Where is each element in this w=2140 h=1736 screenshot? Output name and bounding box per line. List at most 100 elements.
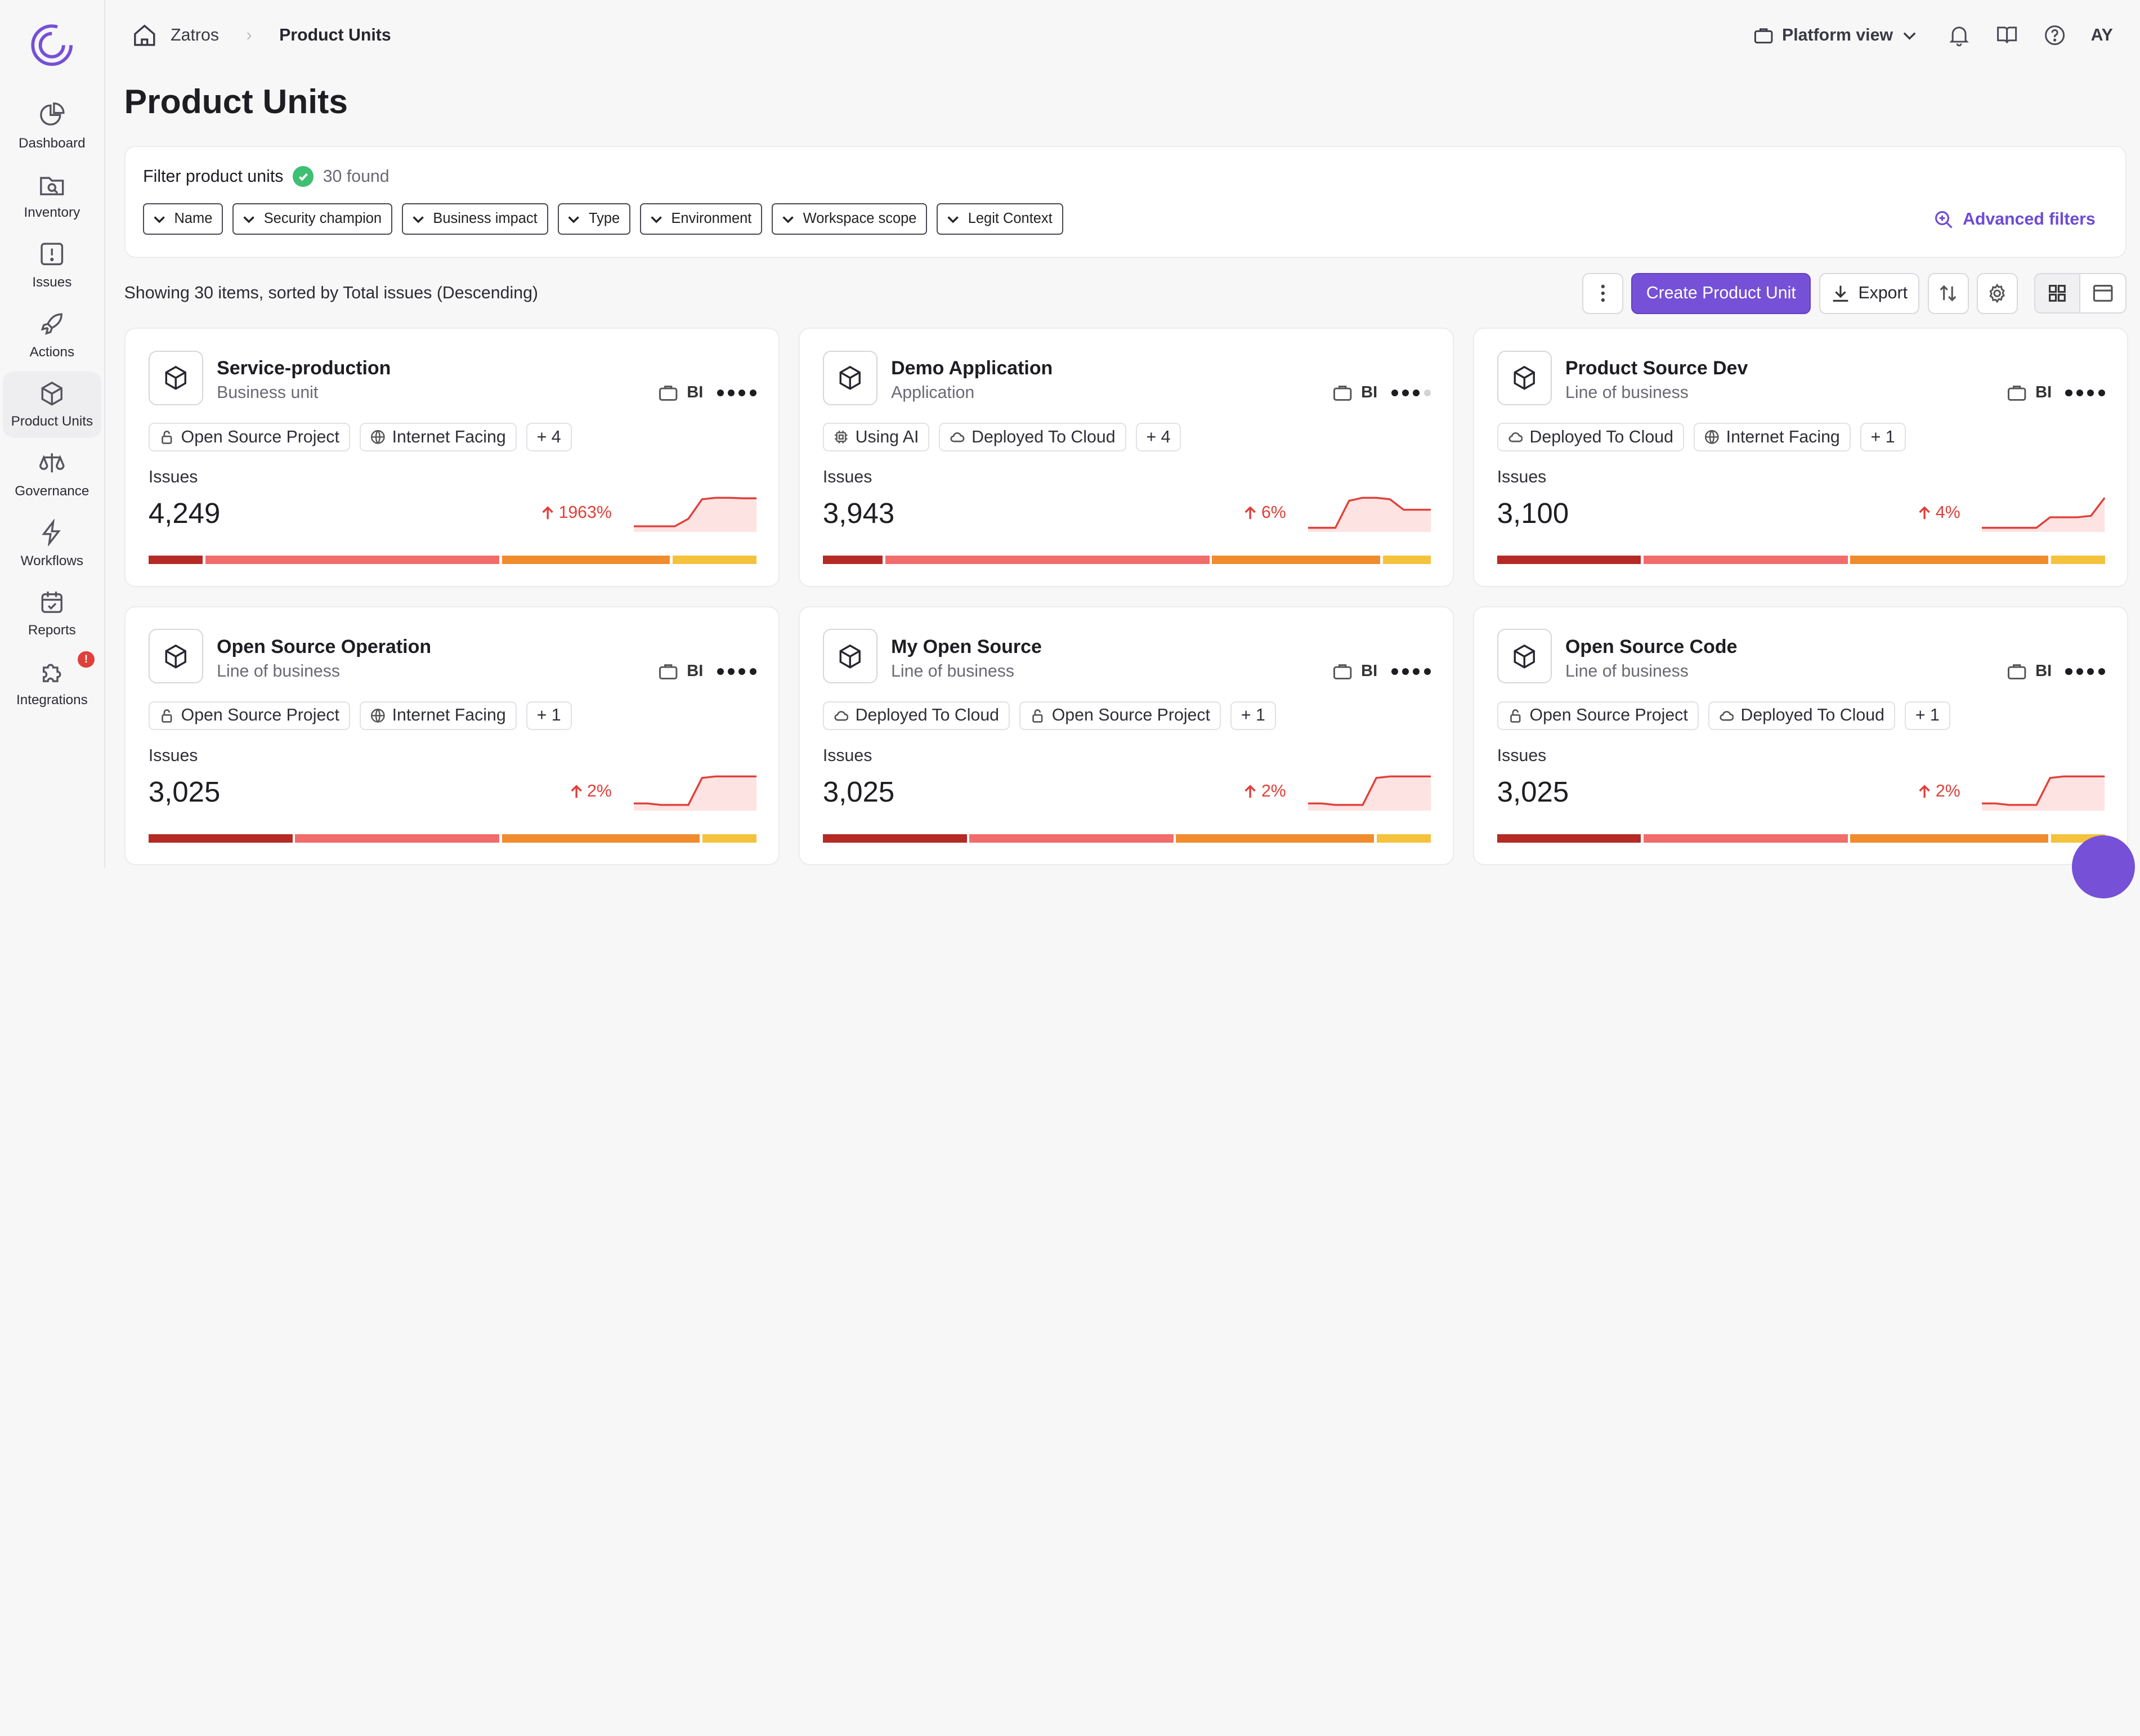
tag-chip[interactable]: Open Source Project — [148, 701, 350, 730]
list-view-button[interactable] — [2080, 274, 2126, 313]
sidebar-item-governance[interactable]: Governance — [3, 441, 101, 508]
sidebar-item-actions[interactable]: Actions — [3, 302, 101, 369]
product-unit-card[interactable]: Product Source Dev Line of business BI D… — [1472, 328, 2128, 587]
bi-dot — [2087, 668, 2094, 675]
sort-button[interactable] — [1927, 273, 1969, 314]
app-logo-icon[interactable] — [29, 22, 75, 68]
bi-level-dots — [2065, 668, 2105, 675]
issues-trend: 2% — [1243, 782, 1286, 801]
create-product-unit-button[interactable]: Create Product Unit — [1631, 273, 1811, 314]
filter-chip-label: Type — [588, 211, 620, 227]
sidebar-item-inventory[interactable]: Inventory — [3, 163, 101, 230]
more-tags-chip[interactable]: + 4 — [526, 423, 572, 452]
bi-level-dots — [717, 668, 756, 675]
card-tags: Deployed To Cloud Open Source Project + 1 — [822, 701, 1431, 730]
card-name[interactable]: Demo Application — [891, 357, 1053, 379]
cloud-icon — [950, 429, 965, 445]
filter-chip-security-champion[interactable]: Security champion — [232, 203, 393, 235]
more-tags-chip[interactable]: + 1 — [526, 701, 572, 730]
tag-chip[interactable]: Open Source Project — [1497, 701, 1699, 730]
severity-critical-segment — [822, 834, 967, 843]
filter-header: Filter product units 30 found — [143, 166, 2107, 187]
filter-chip-label: Workspace scope — [803, 211, 917, 227]
more-tags-chip[interactable]: + 1 — [1904, 701, 1950, 730]
platform-view-selector[interactable]: Platform view — [1753, 25, 1918, 46]
calendar-check-icon — [41, 591, 63, 613]
more-options-button[interactable] — [1582, 273, 1623, 314]
help-icon[interactable] — [2043, 24, 2066, 47]
bi-dot — [749, 668, 756, 675]
issues-row: 4,249 1963% — [149, 493, 756, 534]
tag-chip[interactable]: Internet Facing — [359, 701, 517, 730]
tag-chip[interactable]: Deployed To Cloud — [1708, 701, 1895, 730]
severity-low-segment — [1382, 556, 1431, 564]
tag-chip[interactable]: Open Source Project — [148, 423, 350, 452]
card-name[interactable]: Open Source Operation — [217, 636, 432, 657]
sidebar-item-dashboard[interactable]: Dashboard — [3, 93, 101, 160]
tag-chip[interactable]: Internet Facing — [1693, 423, 1851, 452]
more-tags-chip[interactable]: + 4 — [1135, 423, 1181, 452]
breadcrumb-home[interactable]: Zatros — [171, 26, 219, 45]
avatar[interactable]: AY — [2090, 26, 2113, 45]
bi-level-dots — [1391, 389, 1431, 397]
card-title-group: Demo Application Application — [891, 351, 1053, 402]
sidebar-item-integrations[interactable]: Integrations ! — [3, 650, 101, 717]
filter-chip-legit-context[interactable]: Legit Context — [937, 203, 1063, 235]
severity-critical-segment — [148, 834, 293, 843]
bi-label: BI — [1361, 662, 1378, 681]
advanced-filters-link[interactable]: Advanced filters — [1934, 210, 2096, 229]
severity-low-segment — [702, 834, 756, 843]
filter-chip-label: Security champion — [263, 211, 382, 227]
sidebar-item-issues[interactable]: Issues — [3, 232, 101, 299]
filter-chip-business-impact[interactable]: Business impact — [402, 203, 548, 235]
search-plus-icon — [1935, 211, 1953, 229]
card-name[interactable]: Product Source Dev — [1565, 357, 1748, 379]
sidebar-item-product-units[interactable]: Product Units — [3, 371, 101, 439]
home-icon[interactable] — [132, 23, 157, 48]
grid-view-button[interactable] — [2035, 274, 2081, 313]
breadcrumb: Zatros › Product Units — [132, 23, 391, 48]
more-tags-chip[interactable]: + 1 — [1230, 701, 1276, 730]
tag-chip[interactable]: Deployed To Cloud — [939, 423, 1126, 452]
tag-label: Deployed To Cloud — [1740, 706, 1884, 725]
card-title-group: My Open Source Line of business — [891, 629, 1042, 681]
tag-chip[interactable]: Open Source Project — [1019, 701, 1221, 730]
tag-chip[interactable]: Using AI — [822, 423, 930, 452]
tag-chip[interactable]: Deployed To Cloud — [1497, 423, 1684, 452]
sidebar-item-workflows[interactable]: Workflows — [3, 511, 101, 578]
severity-medium-segment — [1850, 834, 2048, 843]
bi-label: BI — [1361, 383, 1378, 402]
product-unit-card[interactable]: My Open Source Line of business BI Deplo… — [798, 606, 1454, 866]
bi-dot — [727, 668, 735, 675]
filter-chip-type[interactable]: Type — [557, 203, 631, 235]
arrow-up-icon — [1919, 784, 1931, 798]
business-impact-indicator: BI — [1332, 662, 1431, 681]
export-button[interactable]: Export — [1819, 273, 1920, 314]
filter-chip-environment[interactable]: Environment — [640, 203, 763, 235]
product-unit-card[interactable]: Open Source Operation Line of business B… — [124, 606, 780, 866]
card-header: Demo Application Application — [822, 350, 1431, 405]
bell-icon[interactable] — [1948, 24, 1971, 47]
bi-label: BI — [687, 383, 704, 402]
product-unit-card[interactable]: Demo Application Application BI Using AI… — [798, 328, 1454, 587]
filter-chip-workspace-scope[interactable]: Workspace scope — [772, 203, 928, 235]
card-name[interactable]: Service-production — [217, 357, 391, 379]
globe-icon — [1704, 429, 1720, 445]
card-header: Open Source Code Line of business — [1497, 629, 2105, 684]
sidebar-item-reports[interactable]: Reports — [3, 580, 101, 647]
card-name[interactable]: My Open Source — [891, 636, 1042, 657]
more-tags-chip[interactable]: + 1 — [1860, 423, 1906, 452]
card-name[interactable]: Open Source Code — [1565, 636, 1738, 657]
product-unit-card[interactable]: Service-production Business unit BI Open… — [124, 328, 780, 587]
issues-sparkline — [633, 497, 756, 533]
filter-chip-name[interactable]: Name — [143, 203, 223, 235]
product-unit-card[interactable]: Open Source Code Line of business BI Ope… — [1472, 606, 2128, 866]
tag-chip[interactable]: Deployed To Cloud — [822, 701, 1010, 730]
book-icon[interactable] — [1995, 24, 2018, 47]
open-lock-icon — [159, 708, 174, 723]
chat-assistant-button[interactable] — [2072, 835, 2135, 898]
severity-medium-segment — [1176, 834, 1375, 843]
tag-chip[interactable]: Internet Facing — [359, 423, 517, 452]
settings-button[interactable] — [1977, 273, 2018, 314]
sidebar-item-label: Governance — [15, 483, 89, 499]
